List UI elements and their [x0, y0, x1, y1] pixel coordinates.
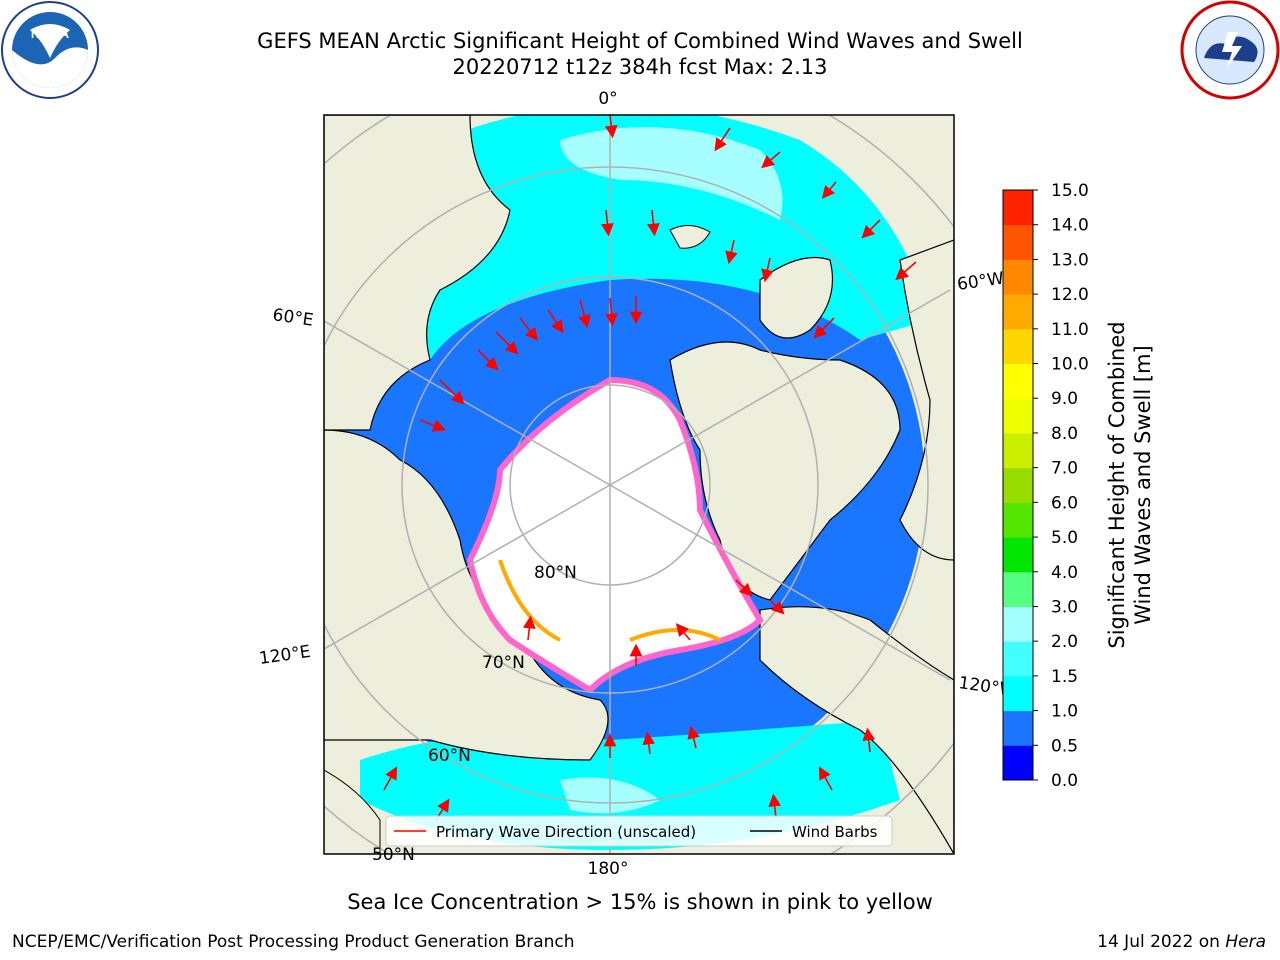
colorbar-tick-label: 9.0: [1051, 389, 1078, 409]
legend-barb-label: Wind Barbs: [792, 823, 878, 841]
colorbar-tick-label: 0.0: [1051, 771, 1078, 791]
colorbar-tick-label: 13.0: [1051, 250, 1089, 270]
title-line-2: 20220712 t12z 384h fcst Max: 2.13: [452, 55, 828, 79]
label-lon-0: 0°: [598, 89, 617, 109]
labrador-land: [899, 239, 954, 561]
colorbar-tick-label: 1.0: [1051, 702, 1078, 722]
colorbar-tick-label: 0.5: [1051, 736, 1078, 756]
colorbar-label-1: Significant Height of Combined: [1105, 321, 1129, 648]
colorbar-segment: [1003, 328, 1033, 365]
footer-date: 14 Jul 2022 on Hera: [1097, 932, 1266, 952]
map-area: Primary Wave Direction (unscaled) Wind B…: [324, 115, 954, 854]
colorbar-tick-label: 8.0: [1051, 424, 1078, 444]
colorbar-tick-label: 12.0: [1051, 285, 1089, 305]
colorbar-tick-label: 3.0: [1051, 597, 1078, 617]
footer-branch: NCEP/EMC/Verification Post Processing Pr…: [12, 932, 575, 952]
graticule: [324, 115, 954, 854]
label-lon-60e: 60°E: [271, 305, 314, 330]
colorbar-tick-label: 14.0: [1051, 216, 1089, 236]
colorbar-segment: [1003, 294, 1033, 330]
colorbar-frame: [1002, 189, 1034, 781]
colorbar-segment: [1003, 537, 1033, 573]
scandinavia-russia-land: [324, 115, 511, 431]
colorbar-tick-label: 2.0: [1051, 632, 1078, 652]
label-lon-180: 180°: [588, 859, 629, 879]
canadian-archipelago-land: [669, 341, 901, 601]
colorbar: 0.0 0.5 1.0 1.5 2.0 3.0 4.0 5.0 6.0 7.0 8.0 9.0 10.0…: [1002, 181, 1089, 791]
colorbar-segment: [1003, 432, 1033, 469]
colorbar-segment: [1003, 398, 1033, 434]
alaska-land: [759, 606, 954, 854]
colorbar-segment: [1003, 224, 1033, 260]
colorbar-tick-label: 5.0: [1051, 528, 1078, 548]
noaa-logo: NOAA: [1, 1, 99, 99]
label-lat-60: 60°N: [428, 746, 471, 766]
colorbar-tick-label: 11.0: [1051, 320, 1089, 340]
colorbar-segment: [1003, 606, 1033, 642]
colorbar-segment: [1003, 259, 1033, 295]
colorbar-segment: [1003, 675, 1033, 712]
colorbar-segment: [1003, 641, 1033, 677]
footer-host: Hera: [1225, 932, 1266, 952]
colorbar-segment: [1003, 710, 1033, 746]
label-lat-80: 80°N: [534, 563, 577, 583]
map-legend: Primary Wave Direction (unscaled) Wind B…: [385, 815, 893, 847]
map-frame: [323, 114, 955, 855]
label-lat-50: 50°N: [372, 845, 415, 865]
colorbar-segment: [1003, 571, 1033, 607]
colorbar-tick-label: 7.0: [1051, 459, 1078, 479]
label-lon-60w: 60°W: [956, 269, 1005, 295]
colorbar-segment: [1003, 745, 1033, 781]
colorbar-segment: [1003, 502, 1033, 538]
sea-ice-region: [466, 376, 764, 694]
title-line-1: GEFS MEAN Arctic Significant Height of C…: [257, 29, 1023, 53]
colorbar-tick-label: 1.5: [1051, 667, 1078, 687]
colorbar-tick-label: 10.0: [1051, 355, 1089, 375]
colorbar-tick-label: 4.0: [1051, 563, 1078, 583]
colorbar-tick-label: 6.0: [1051, 493, 1078, 513]
colorbar-tick-label: 15.0: [1051, 181, 1089, 201]
nws-logo: [1180, 0, 1280, 100]
label-lat-70: 70°N: [482, 653, 525, 673]
footer-date-text: 14 Jul 2022 on: [1097, 932, 1220, 952]
colorbar-label-2: Wind Waves and Swell [m]: [1131, 345, 1155, 625]
greenland-tip: [759, 256, 834, 339]
colorbar-segment: [1003, 467, 1033, 503]
colorbar-segment: [1003, 190, 1033, 226]
colorbar-segment: [1003, 363, 1033, 399]
legend-wave-label: Primary Wave Direction (unscaled): [436, 823, 696, 841]
label-lon-120e: 120°E: [258, 642, 312, 669]
wave-direction-arrows: [383, 115, 917, 821]
noaa-logo-text: NOAA: [31, 26, 70, 41]
sea-ice-caption: Sea Ice Concentration > 15% is shown in …: [347, 890, 933, 914]
